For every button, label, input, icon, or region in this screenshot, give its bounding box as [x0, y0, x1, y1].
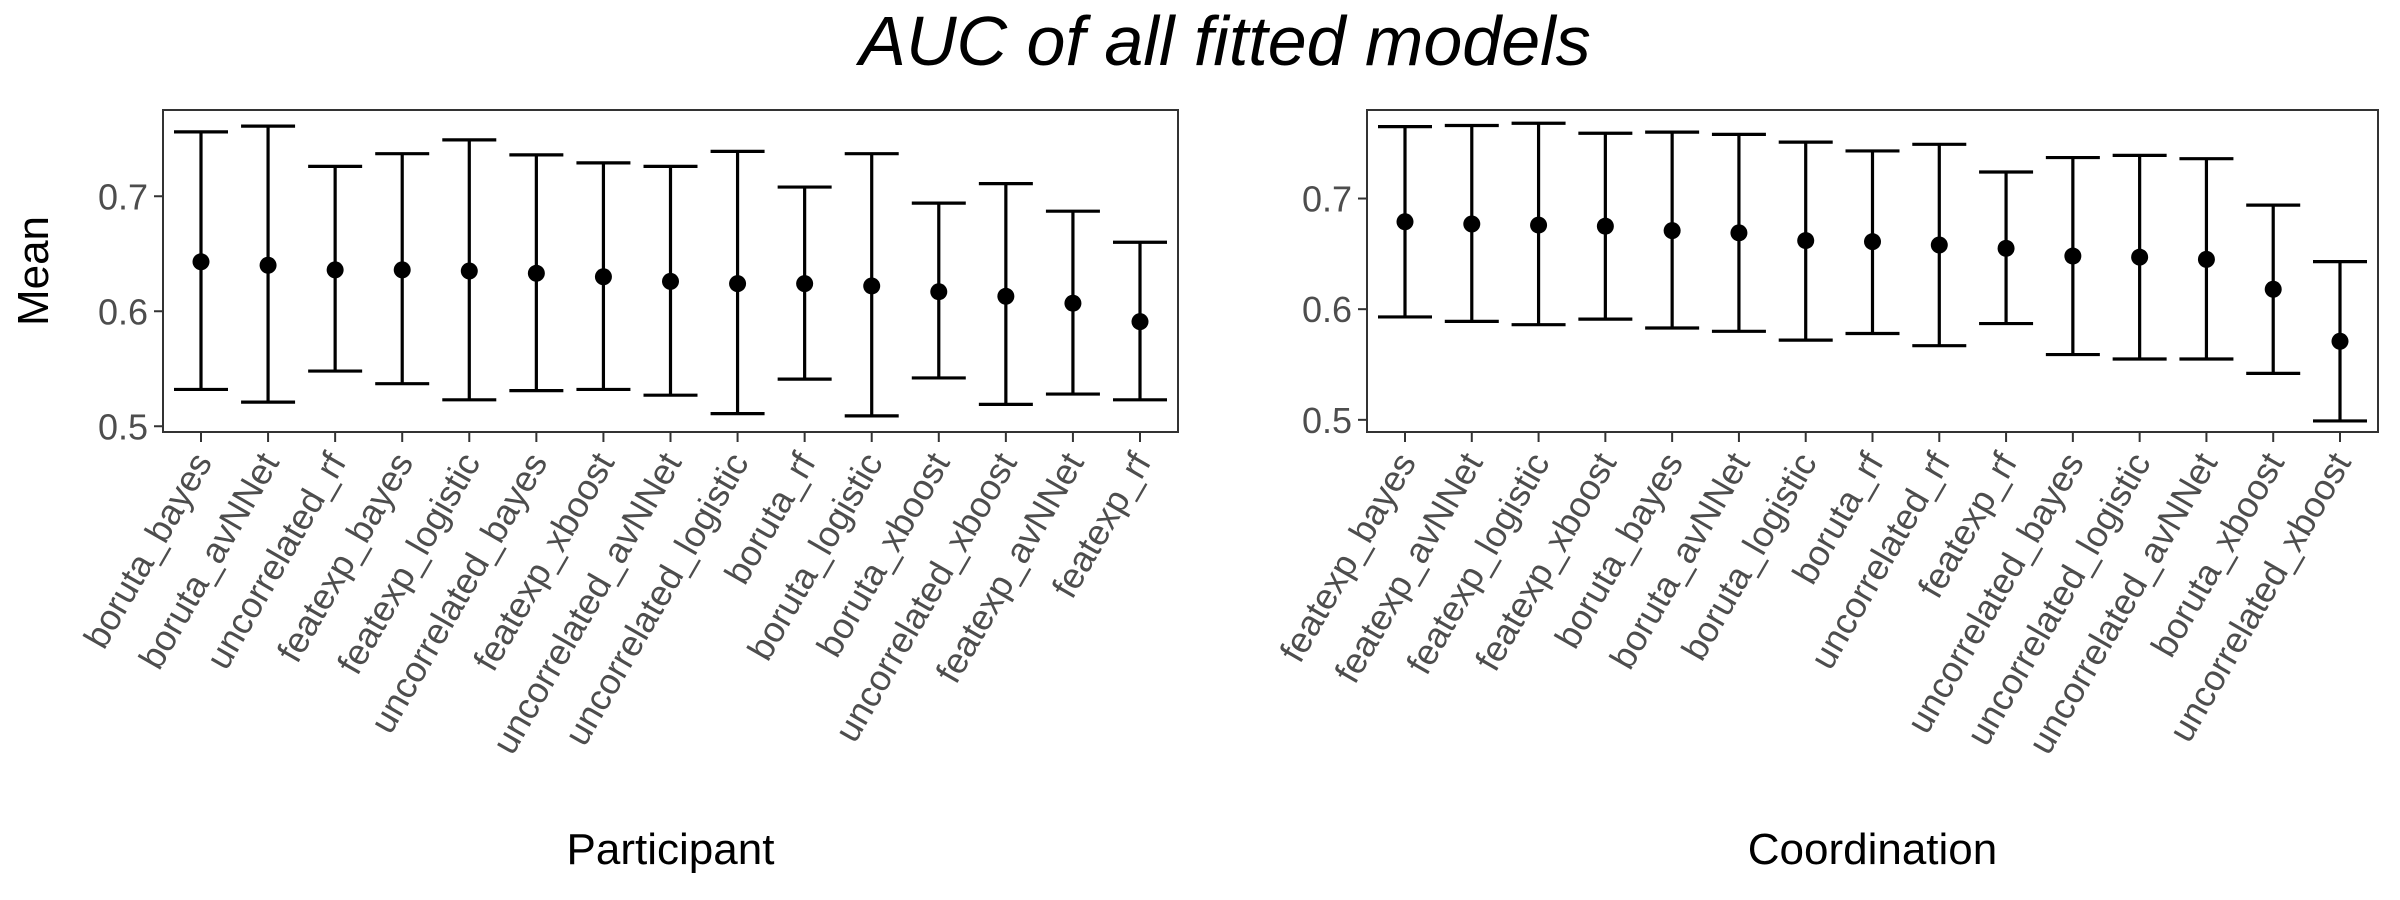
mean-point: [460, 262, 478, 280]
mean-point: [259, 256, 277, 274]
y-tick-label: 0.5: [1302, 400, 1352, 441]
mean-point: [1596, 217, 1614, 235]
mean-point: [326, 261, 344, 279]
mean-point: [1730, 224, 1748, 242]
mean-point: [2197, 250, 2215, 268]
mean-point: [729, 275, 747, 293]
mean-point: [527, 264, 545, 282]
mean-point: [796, 275, 814, 293]
y-axis-title: Mean: [9, 216, 58, 326]
y-tick-label: 0.7: [1302, 179, 1352, 220]
mean-point: [2064, 247, 2082, 265]
mean-point: [393, 261, 411, 279]
participant-panel: 0.50.60.7boruta_bayesboruta_avNNetuncorr…: [9, 109, 1179, 874]
mean-point: [1530, 216, 1548, 234]
mean-point: [1930, 236, 1948, 254]
mean-point: [930, 283, 948, 301]
y-tick-label: 0.6: [98, 291, 148, 332]
mean-point: [997, 287, 1015, 305]
x-axis-title: Participant: [567, 825, 775, 874]
mean-point: [1463, 215, 1481, 233]
coordination-panel: 0.50.60.7featexp_bayesfeatexp_avNNetfeat…: [1271, 109, 2379, 874]
mean-point: [2131, 248, 2149, 266]
mean-point: [2331, 332, 2349, 350]
x-axis-title: Coordination: [1748, 825, 1998, 874]
mean-point: [1663, 222, 1681, 240]
y-tick-label: 0.5: [98, 406, 148, 447]
mean-point: [1997, 239, 2015, 257]
y-tick-label: 0.7: [98, 176, 148, 217]
mean-point: [1864, 233, 1881, 251]
mean-point: [2264, 280, 2282, 298]
mean-point: [192, 253, 210, 271]
mean-point: [1064, 294, 1082, 312]
mean-point: [1396, 213, 1414, 231]
mean-point: [1797, 232, 1815, 250]
y-tick-label: 0.6: [1302, 289, 1352, 330]
mean-point: [662, 272, 679, 290]
mean-point: [863, 277, 881, 295]
mean-point: [1131, 313, 1149, 331]
mean-point: [594, 268, 612, 286]
chart-title: AUC of all fitted models: [855, 2, 1590, 80]
